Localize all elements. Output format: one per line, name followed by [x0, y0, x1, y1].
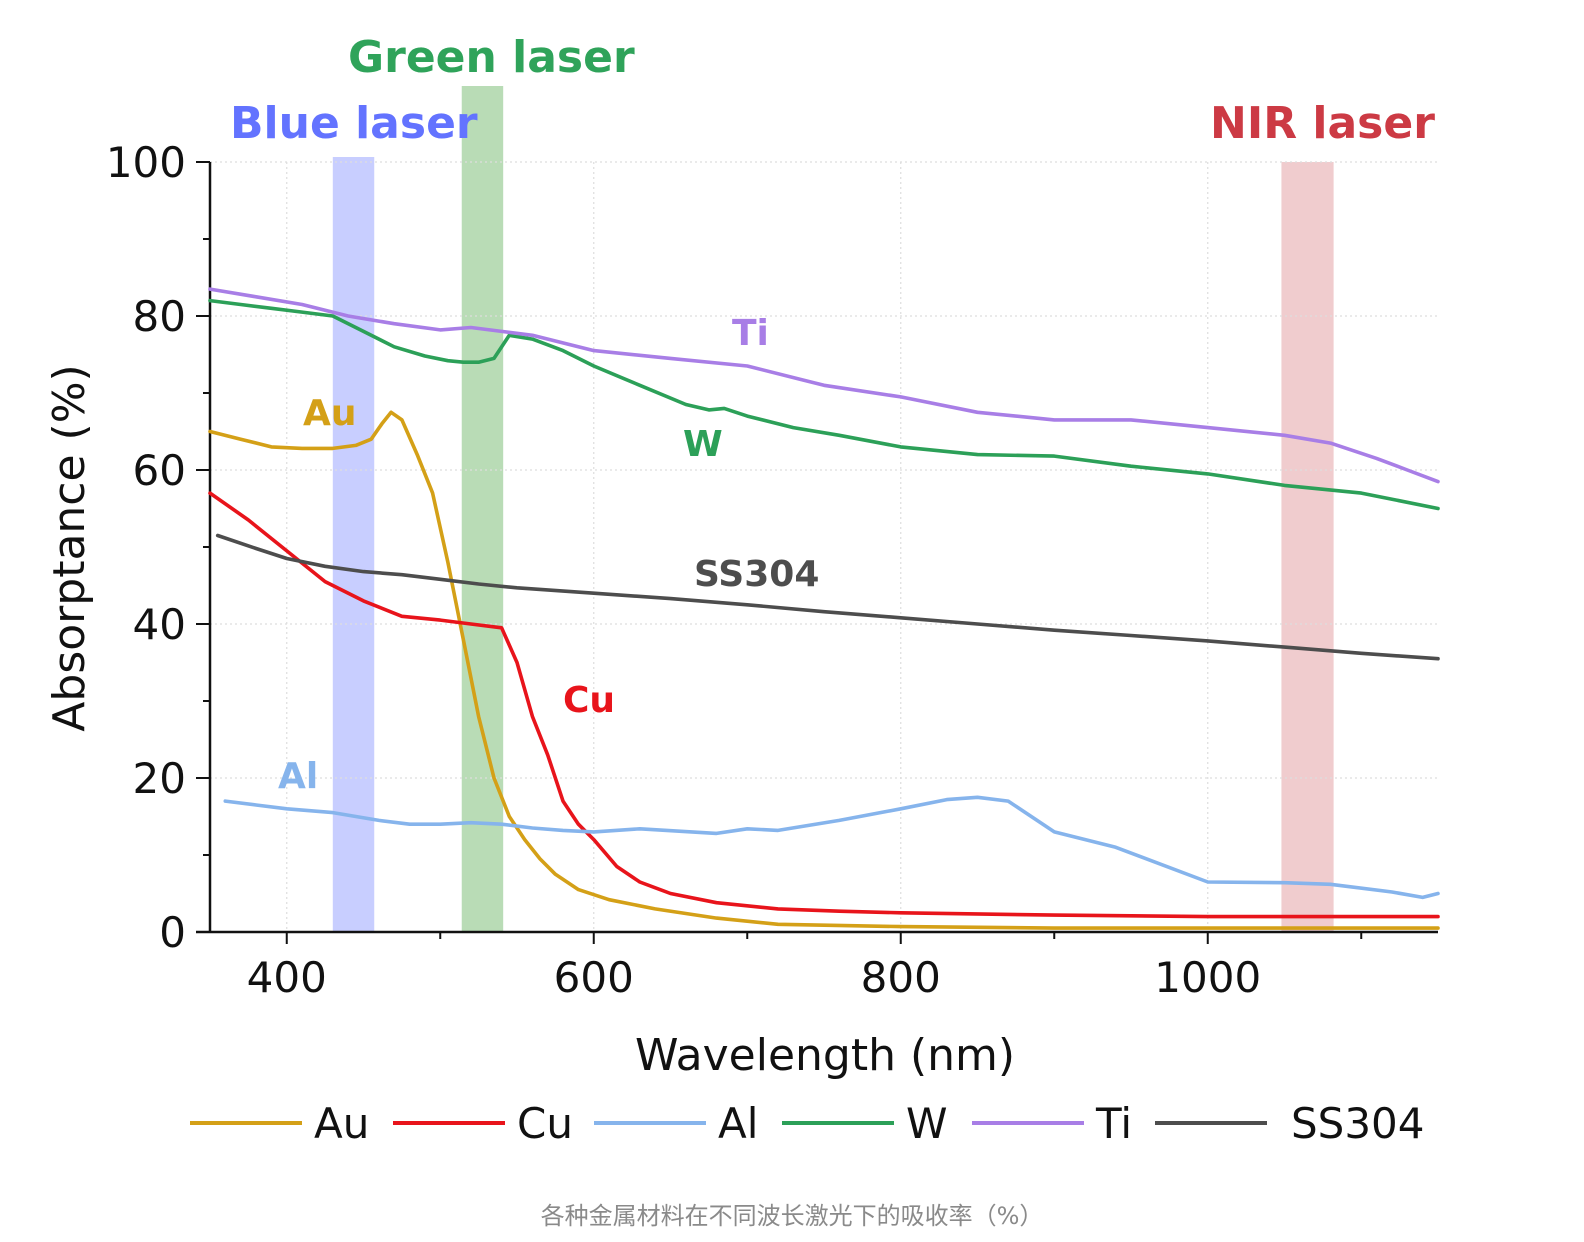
- x-tick-label: 600: [554, 953, 634, 1002]
- series-line-al: [223, 795, 1440, 900]
- annotation-al: Al: [278, 756, 318, 797]
- band-0: [332, 157, 375, 932]
- legend-label: W: [906, 1099, 948, 1148]
- y-tick-labels: 0 20 40 60 80 100: [106, 138, 186, 957]
- legend-item-ti: Ti: [972, 1099, 1132, 1148]
- x-tick-labels: 400 600 800 1000: [247, 953, 1262, 1002]
- legend-item-cu: Cu: [393, 1099, 573, 1148]
- legend-item-au: Au: [190, 1099, 369, 1148]
- band-1: [461, 86, 504, 932]
- figure-caption: 各种金属材料在不同波长激光下的吸收率（%）: [540, 1202, 1044, 1230]
- laser-bands: [332, 86, 1334, 932]
- series-lines: [208, 287, 1440, 930]
- legend-label: SS304: [1291, 1099, 1425, 1148]
- series-line-ti: [208, 287, 1440, 484]
- y-tick-label: 80: [133, 292, 186, 341]
- grid-lines: [210, 161, 1438, 932]
- annotation-green-laser: Green laser: [348, 32, 635, 83]
- annotations: Blue laser Green laser NIR laser Au Cu Al W Ti S…: [230, 32, 1435, 797]
- annotation-w: W: [683, 424, 723, 465]
- band-2: [1281, 162, 1334, 932]
- y-axis-label: Absorptance (%): [44, 364, 95, 731]
- annotation-ti: Ti: [732, 313, 769, 354]
- x-tick-label: 1000: [1154, 953, 1261, 1002]
- y-tick-label: 100: [106, 138, 186, 187]
- annotation-blue-laser: Blue laser: [230, 98, 478, 149]
- legend-label: Au: [314, 1099, 369, 1148]
- annotation-ss304: SS304: [694, 554, 819, 595]
- x-tick-label: 800: [861, 953, 941, 1002]
- series-line-au: [208, 410, 1440, 930]
- x-tick-label: 400: [247, 953, 327, 1002]
- axes: [196, 161, 1438, 944]
- series-line-w: [208, 298, 1440, 511]
- annotation-au: Au: [303, 393, 357, 434]
- y-tick-label: 0: [159, 908, 186, 957]
- series-line-ss304: [215, 533, 1440, 661]
- legend: Au Cu Al W Ti SS304: [190, 1099, 1425, 1148]
- y-tick-label: 20: [133, 754, 186, 803]
- legend-item-w: W: [782, 1099, 948, 1148]
- annotation-cu: Cu: [563, 680, 615, 721]
- legend-item-al: Al: [594, 1099, 758, 1148]
- legend-item-ss304: SS304: [1155, 1099, 1425, 1148]
- annotation-nir-laser: NIR laser: [1210, 98, 1435, 149]
- legend-label: Cu: [517, 1099, 573, 1148]
- x-axis-label: Wavelength (nm): [635, 1030, 1015, 1081]
- legend-label: Al: [718, 1099, 758, 1148]
- y-tick-label: 40: [133, 600, 186, 649]
- series-line-cu: [208, 491, 1440, 919]
- legend-label: Ti: [1095, 1099, 1132, 1148]
- y-tick-label: 60: [133, 446, 186, 495]
